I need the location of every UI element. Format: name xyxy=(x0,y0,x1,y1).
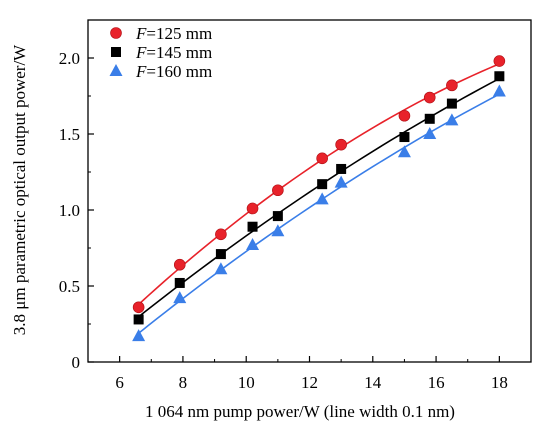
legend-marker xyxy=(110,27,122,39)
data-point xyxy=(214,262,228,275)
y-tick-label: 0.5 xyxy=(59,277,80,296)
y-tick-label: 1.5 xyxy=(59,125,80,144)
legend-label: F=145 mm xyxy=(135,43,212,62)
data-point xyxy=(445,113,459,126)
data-point xyxy=(132,329,146,342)
fit-curve xyxy=(138,93,500,334)
data-point xyxy=(173,258,186,271)
data-point xyxy=(315,192,329,205)
data-point xyxy=(424,113,435,124)
y-tick-label: 1.0 xyxy=(59,201,80,220)
legend-label: F=125 mm xyxy=(135,24,212,43)
y-tick-label: 0 xyxy=(72,353,81,372)
data-point xyxy=(246,202,259,215)
data-point xyxy=(446,98,457,109)
x-tick-label: 8 xyxy=(179,373,188,392)
data-point xyxy=(247,221,258,232)
data-point xyxy=(316,152,328,165)
data-point xyxy=(494,71,505,82)
data-point xyxy=(317,179,328,190)
legend-label: F=160 mm xyxy=(135,62,212,81)
legend-marker xyxy=(109,64,123,76)
x-tick-label: 6 xyxy=(115,373,124,392)
data-point xyxy=(492,84,506,97)
x-axis-label: 1 064 nm pump power/W (line width 0.1 nm… xyxy=(145,402,455,421)
x-tick-label: 16 xyxy=(428,373,445,392)
data-point xyxy=(272,211,283,222)
data-point xyxy=(423,91,436,104)
data-point xyxy=(397,145,411,158)
x-tick-label: 18 xyxy=(491,373,508,392)
data-point xyxy=(446,79,458,92)
data-point xyxy=(271,224,285,237)
data-point xyxy=(336,163,347,174)
fit-curve xyxy=(138,77,500,318)
legend-marker xyxy=(111,47,121,57)
data-point xyxy=(173,291,187,304)
data-point xyxy=(399,132,410,143)
data-point xyxy=(246,237,260,250)
x-tick-label: 10 xyxy=(238,373,255,392)
data-point xyxy=(493,55,506,67)
data-point xyxy=(334,175,348,188)
y-axis-ticks: 0 0.5 1.0 1.5 2.0 xyxy=(59,49,94,372)
data-point xyxy=(423,127,437,139)
data-point xyxy=(272,184,284,197)
data-point xyxy=(215,228,227,241)
data-points xyxy=(132,55,506,342)
x-tick-label: 14 xyxy=(364,373,382,392)
data-point xyxy=(398,109,411,122)
y-tick-label: 2.0 xyxy=(59,49,80,68)
data-point xyxy=(335,138,347,151)
legend: F=125 mmF=145 mmF=160 mm xyxy=(109,24,212,81)
data-point xyxy=(174,277,185,288)
data-point xyxy=(132,301,145,314)
data-point xyxy=(215,249,226,260)
x-axis-ticks: 6 8 10 12 14 16 18 xyxy=(87,356,532,392)
data-point xyxy=(133,314,144,325)
y-axis-label: 3.8 μm parametric optical output power/W xyxy=(10,44,29,336)
x-tick-label: 12 xyxy=(301,373,318,392)
